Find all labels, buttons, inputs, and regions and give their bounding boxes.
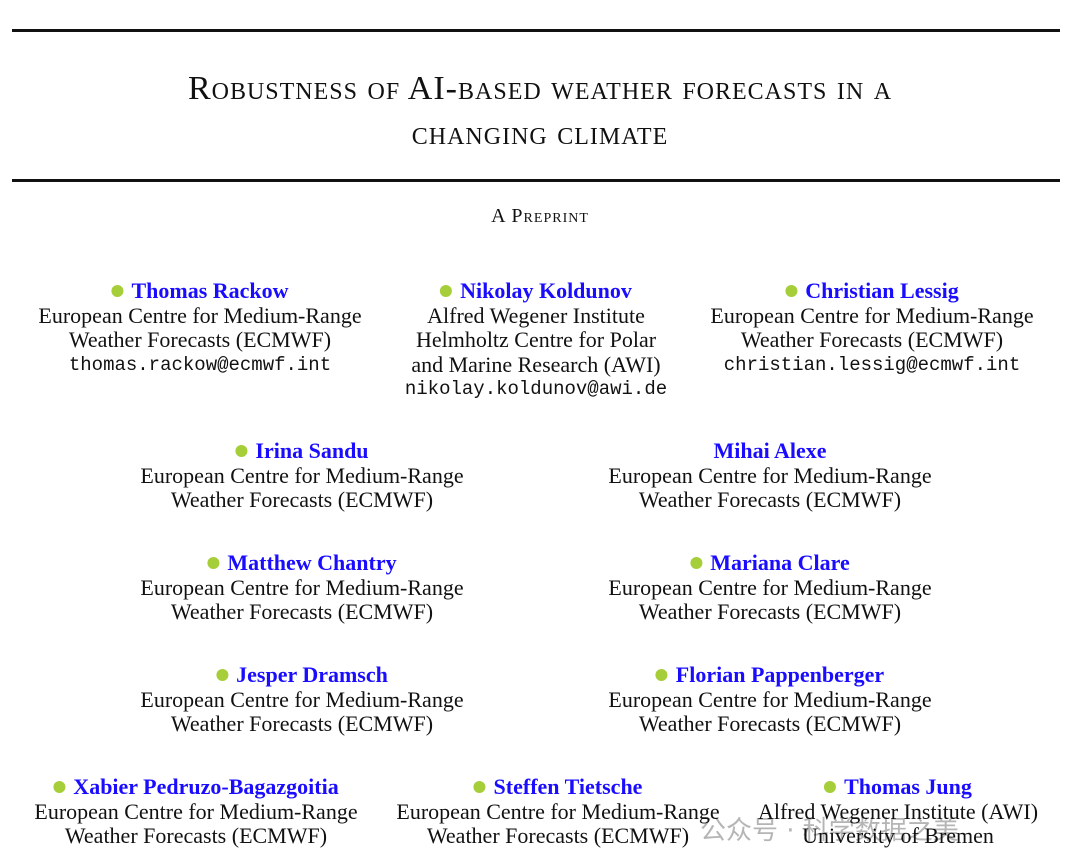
affiliation: Weather Forecasts (ECMWF) — [638, 711, 902, 736]
author-block: Mariana Clare European Centre for Medium-… — [608, 550, 932, 625]
affiliation: Weather Forecasts (ECMWF) — [64, 823, 328, 848]
author-name-line: Thomas Jung — [758, 774, 1038, 800]
orcid-icon — [440, 285, 453, 297]
affiliation: University of Bremen — [802, 823, 994, 848]
affiliation: European Centre for Medium-Range — [608, 574, 932, 600]
orcid-icon — [824, 781, 837, 793]
affiliation: European Centre for Medium-Range — [710, 302, 1034, 328]
author-block: Thomas Jung Alfred Wegener Institute (AWI… — [757, 774, 1039, 849]
watermark: 公众号 · 科学数据之美 — [700, 816, 959, 846]
author-block: Steffen Tietsche European Centre for Medi… — [396, 774, 720, 849]
author-block: Matthew Chantry European Centre for Mediu… — [140, 550, 464, 625]
affiliation: European Centre for Medium-Range — [34, 798, 358, 824]
affiliation: Helmholtz Centre for Polar — [415, 327, 657, 352]
author-block: Thomas Rackow European Centre for Medium-… — [38, 278, 362, 377]
author-name: Thomas Rackow — [131, 278, 289, 303]
affiliation: Weather Forecasts (ECMWF) — [638, 487, 902, 512]
affiliation: European Centre for Medium-Range — [140, 686, 464, 712]
author-block: Nikolay Koldunov Alfred Wegener Institute… — [404, 278, 668, 402]
author-name: Nikolay Koldunov — [460, 278, 632, 303]
author-block: Irina Sandu European Centre for Medium-Ra… — [140, 438, 464, 513]
orcid-icon — [207, 557, 220, 569]
author-name: Xabier Pedruzo-Bagazgoitia — [73, 774, 339, 799]
author-block: Mihai Alexe European Centre for Medium-Ra… — [608, 438, 932, 513]
affiliation: Weather Forecasts (ECMWF) — [68, 327, 332, 352]
orcid-icon — [690, 557, 703, 569]
subtitle: A Preprint — [491, 205, 589, 227]
author-block: Jesper Dramsch European Centre for Medium… — [140, 662, 464, 737]
orcid-icon — [53, 781, 66, 793]
author-name: Jesper Dramsch — [236, 662, 388, 687]
affiliation: Weather Forecasts (ECMWF) — [170, 711, 434, 736]
affiliation: and Marine Research (AWI) — [411, 351, 661, 377]
author-name-line: Mariana Clare — [608, 550, 931, 576]
author-name: Steffen Tietsche — [493, 774, 643, 799]
author-name: Florian Pappenberger — [675, 662, 885, 687]
author-name: Irina Sandu — [255, 438, 369, 463]
affiliation: Weather Forecasts (ECMWF) — [170, 487, 434, 512]
orcid-icon — [655, 669, 668, 681]
affiliation: European Centre for Medium-Range — [608, 462, 932, 488]
orcid-icon — [473, 781, 486, 793]
affiliation: European Centre for Medium-Range — [396, 798, 720, 824]
affiliation: European Centre for Medium-Range — [140, 462, 464, 488]
email: nikolay.koldunov@awi.de — [404, 378, 668, 400]
author-name: Christian Lessig — [805, 278, 959, 303]
author-name-line: Irina Sandu — [140, 438, 463, 464]
author-name-line: Florian Pappenberger — [608, 662, 931, 688]
affiliation: Alfred Wegener Institute (AWI) — [757, 798, 1039, 824]
orcid-icon — [111, 285, 124, 297]
author-name-line: Thomas Rackow — [38, 278, 361, 304]
affiliation: Weather Forecasts (ECMWF) — [638, 599, 902, 624]
author-block: Florian Pappenberger European Centre for … — [608, 662, 932, 737]
affiliation: European Centre for Medium-Range — [140, 574, 464, 600]
author-block: Xabier Pedruzo-Bagazgoitia European Centr… — [34, 774, 358, 849]
title-line: Robustness of AI-based weather forecasts… — [187, 70, 893, 107]
title-line: changing climate — [411, 115, 669, 152]
affiliation: Weather Forecasts (ECMWF) — [426, 823, 690, 848]
orcid-icon — [216, 669, 229, 681]
author-name-line: Christian Lessig — [710, 278, 1033, 304]
email: christian.lessig@ecmwf.int — [723, 353, 1021, 376]
author-name-line: Mihai Alexe — [608, 438, 931, 464]
bottom-rule — [12, 179, 1060, 182]
author-name: Mihai Alexe — [713, 438, 827, 463]
author-name: Matthew Chantry — [227, 550, 397, 575]
orcid-icon — [785, 285, 798, 297]
affiliation: European Centre for Medium-Range — [608, 686, 932, 712]
affiliation: European Centre for Medium-Range — [38, 302, 362, 328]
author-name-line: Matthew Chantry — [140, 550, 463, 576]
author-name-line: Nikolay Koldunov — [405, 278, 667, 304]
affiliation: Weather Forecasts (ECMWF) — [740, 327, 1004, 352]
email: thomas.rackow@ecmwf.int — [68, 353, 332, 376]
affiliation: Weather Forecasts (ECMWF) — [170, 599, 434, 624]
author-name-line: Steffen Tietsche — [396, 774, 719, 800]
author-name-line: Jesper Dramsch — [140, 662, 463, 688]
orcid-icon — [235, 445, 248, 457]
author-name-line: Xabier Pedruzo-Bagazgoitia — [34, 774, 357, 800]
affiliation: Alfred Wegener Institute — [427, 302, 645, 328]
author-name: Mariana Clare — [710, 550, 850, 575]
author-block: Christian Lessig European Centre for Medi… — [710, 278, 1034, 377]
top-rule — [12, 29, 1060, 32]
author-name: Thomas Jung — [844, 774, 972, 799]
